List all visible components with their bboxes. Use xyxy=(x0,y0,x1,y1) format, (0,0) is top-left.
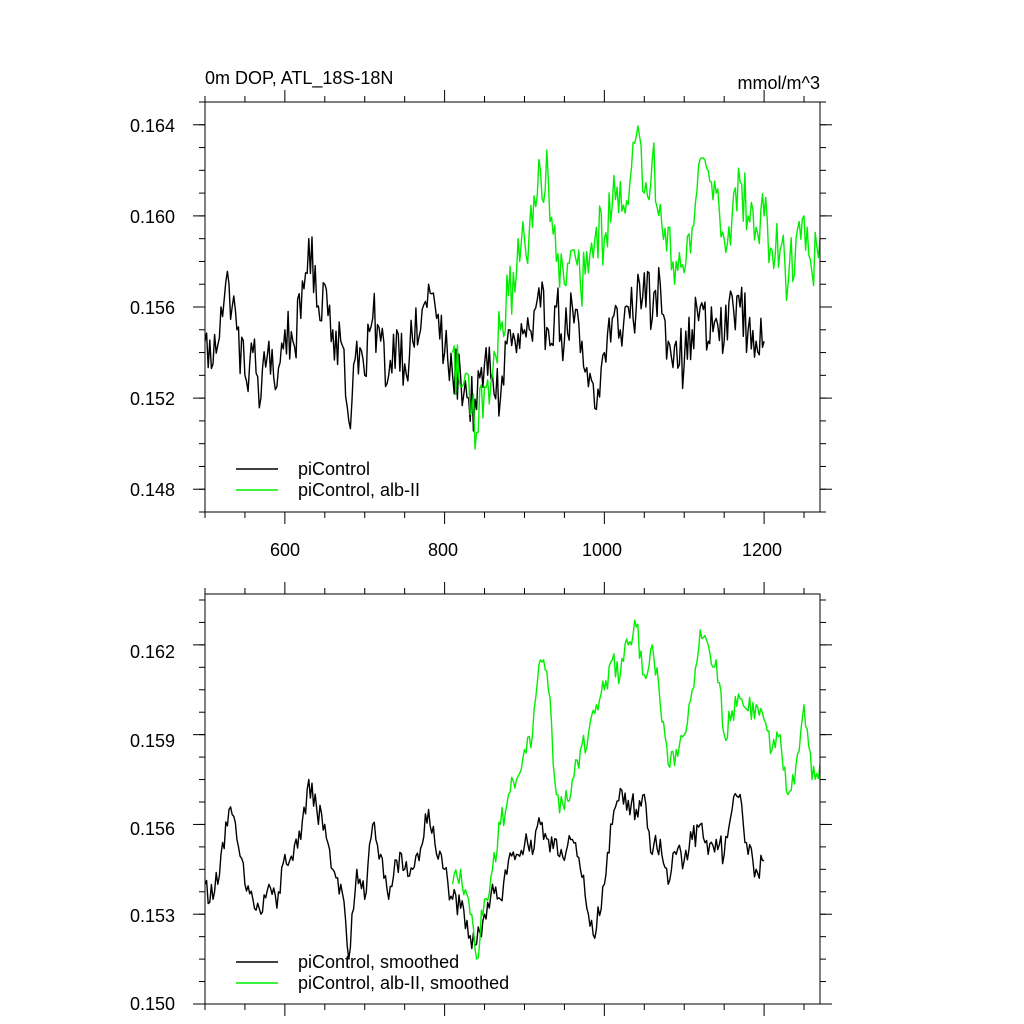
bottom-panel: 0.162 0.159 0.156 0.153 0.150 piControl,… xyxy=(130,582,832,1016)
bottom-axis-ticks xyxy=(193,582,832,1016)
bottom-ytick-label-0156: 0.156 xyxy=(130,819,175,839)
top-xtick-label-600: 600 xyxy=(270,540,300,560)
top-plot-lines xyxy=(204,125,821,450)
top-ytick-label-0160: 0.160 xyxy=(130,207,175,227)
bottom-ytick-label-0150: 0.150 xyxy=(130,994,175,1014)
top-legend-label-alb-ii: piControl, alb-II xyxy=(298,480,420,500)
top-xtick-label-1000: 1000 xyxy=(582,540,622,560)
bottom-ytick-label-0162: 0.162 xyxy=(130,642,175,662)
top-chart-title: 0m DOP, ATL_18S-18N xyxy=(205,68,393,89)
top-series-line-picontrol xyxy=(204,236,765,432)
top-legend: piControl piControl, alb-II xyxy=(236,459,420,500)
top-series-line-picontrol-alb-ii xyxy=(451,125,821,450)
bottom-ytick-label-0159: 0.159 xyxy=(130,731,175,751)
bottom-ytick-label-0153: 0.153 xyxy=(130,906,175,926)
top-axis-ticks xyxy=(193,90,832,524)
top-ytick-label-0156: 0.156 xyxy=(130,298,175,318)
bottom-ytick-labels: 0.162 0.159 0.156 0.153 0.150 xyxy=(130,642,175,1014)
bottom-legend-label-picontrol-smoothed: piControl, smoothed xyxy=(298,952,459,972)
top-ytick-labels: 0.164 0.160 0.156 0.152 0.148 xyxy=(130,116,175,500)
bottom-legend-label-alb-ii-smoothed: piControl, alb-II, smoothed xyxy=(298,973,509,993)
top-plot-frame xyxy=(204,101,821,513)
top-ytick-label-0148: 0.148 xyxy=(130,480,175,500)
bottom-legend: piControl, smoothed piControl, alb-II, s… xyxy=(236,952,509,993)
top-units-label: mmol/m^3 xyxy=(738,73,820,93)
bottom-series-line-picontrol-alb-ii-smoothed xyxy=(451,619,821,960)
top-ytick-label-0164: 0.164 xyxy=(130,116,175,136)
bottom-series-line-picontrol-smoothed xyxy=(204,778,765,960)
top-xtick-labels: 600 800 1000 1200 xyxy=(270,540,782,560)
top-legend-label-picontrol: piControl xyxy=(298,459,370,479)
bottom-plot-frame xyxy=(204,593,821,1005)
top-xtick-label-800: 800 xyxy=(428,540,458,560)
bottom-plot-lines xyxy=(204,619,821,960)
top-ytick-label-0152: 0.152 xyxy=(130,389,175,409)
top-xtick-label-1200: 1200 xyxy=(742,540,782,560)
top-panel: 0m DOP, ATL_18S-18N mmol/m^3 0.164 0.160… xyxy=(130,68,832,560)
